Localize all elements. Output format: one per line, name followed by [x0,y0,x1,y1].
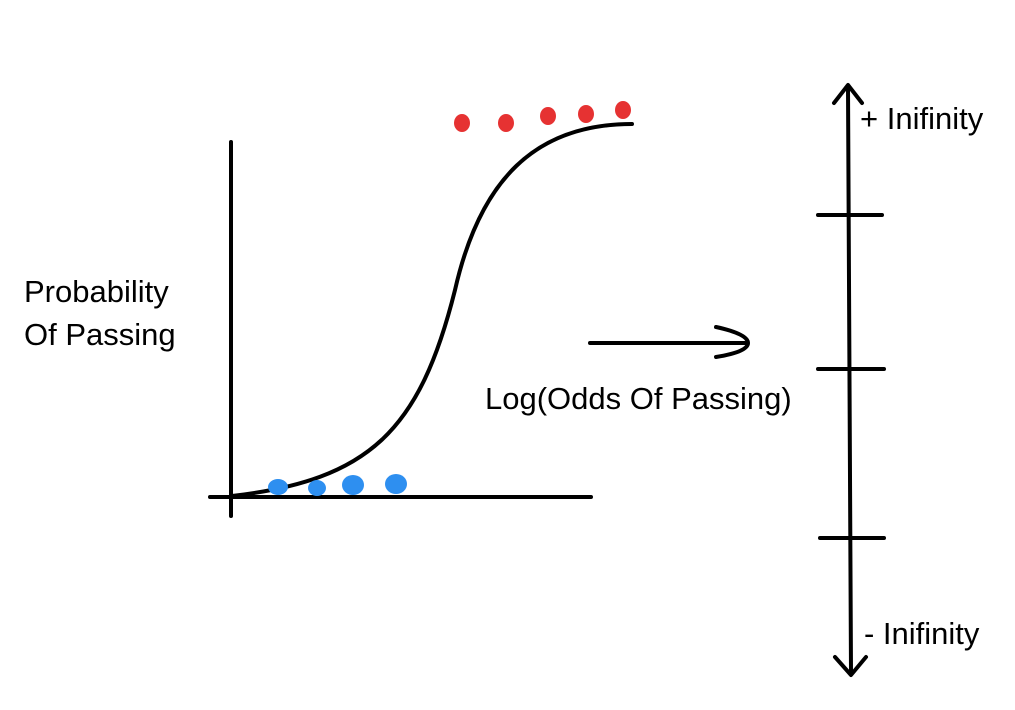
transform-arrow [588,325,750,359]
pass-point [454,114,470,132]
pass-points [454,101,631,132]
pass-point [615,101,631,119]
log-odds-axis [846,85,853,674]
probability-axis-label-line: Probability [24,274,169,309]
positive-infinity-label: + Inifinity [860,101,984,136]
probability-axis-label-line: Of Passing [24,316,176,352]
negative-infinity-label: - Inifinity [864,616,980,651]
pass-point [540,107,556,125]
up-arrowhead-icon [832,83,864,105]
probability-axis-label: Probability Of Passing [24,271,176,357]
down-arrowhead-icon [833,655,868,677]
fail-points [268,474,407,496]
pass-point [498,114,514,132]
log-odds-label: Log(Odds Of Passing) [485,381,792,416]
fail-point [385,474,407,494]
fail-point [308,480,326,496]
fail-point [342,475,364,495]
sigmoid-curve [230,122,634,498]
pass-point [578,105,594,123]
fail-point [268,479,288,495]
